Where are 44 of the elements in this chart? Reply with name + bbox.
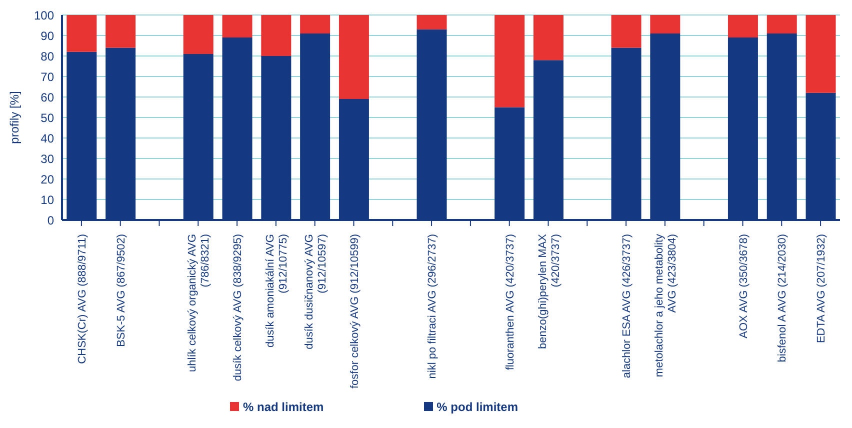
- y-tick-label: 90: [40, 28, 54, 43]
- bar: [106, 15, 136, 48]
- y-tick-label: 80: [40, 49, 54, 64]
- bar: [650, 15, 680, 34]
- y-tick-label: 0: [47, 213, 54, 228]
- y-tick-label: 30: [40, 152, 54, 166]
- legend-label: % pod limitem: [436, 400, 518, 414]
- bar: [611, 15, 642, 48]
- y-tick-label: 40: [40, 131, 54, 146]
- bar: [533, 15, 564, 60]
- x-tick-label: AOX AVG (350/3678): [738, 234, 750, 338]
- x-tick-label: nikl po filtraci AVG (296/2737): [426, 234, 439, 379]
- bar: [222, 15, 252, 38]
- x-tick-label: CHSK(Cr) AVG (888/9711): [76, 234, 88, 364]
- y-tick-label: 100: [34, 8, 54, 22]
- y-tick-label: 10: [40, 192, 54, 207]
- y-tick-label: 20: [40, 172, 54, 186]
- bar: [728, 15, 758, 38]
- x-tick-label: fluoranthen AVG (420/3737): [504, 234, 516, 370]
- bar: [300, 15, 330, 34]
- x-tick-label: BSK-5 AVG (867/9502): [115, 234, 128, 347]
- bar: [416, 15, 447, 30]
- x-tick-label: dusík celkový AVG (838/9295): [232, 234, 244, 382]
- x-tick-label: fosfor celkový AVG (912/10599): [348, 234, 361, 388]
- y-tick-label: 50: [40, 110, 54, 125]
- x-tick-label: dusík dusičnanový AVG (912/10597): [303, 234, 328, 350]
- x-tick-label: uhlík celkový organický AVG (786/8321): [186, 234, 212, 372]
- y-tick-label: 70: [40, 70, 54, 84]
- x-tick-label: dusík amoniakální AVG (912/10775): [264, 234, 290, 348]
- bar: [66, 15, 97, 52]
- x-tick-label: alachlor ESA AVG (426/3737): [621, 234, 634, 378]
- bar: [494, 15, 525, 108]
- bar: [261, 15, 292, 56]
- legend-label: % nad limitem: [242, 400, 324, 414]
- bar: [183, 15, 214, 54]
- y-tick-label: 60: [40, 90, 54, 104]
- bar: [806, 15, 836, 93]
- x-tick-label: bisfenol A AVG (214/2030): [776, 234, 789, 362]
- y-axis-title: profily [%]: [7, 91, 22, 144]
- bar: [766, 15, 797, 34]
- x-tick-label: EDTA AVG (207/1932): [816, 234, 828, 344]
- bar: [338, 15, 369, 100]
- x-tick-label: benzo(ghi)perylen MAX (420/3737): [536, 233, 562, 349]
- x-tick-label: metolachlor a jeho metabolity AVG (423/3804): [653, 234, 678, 378]
